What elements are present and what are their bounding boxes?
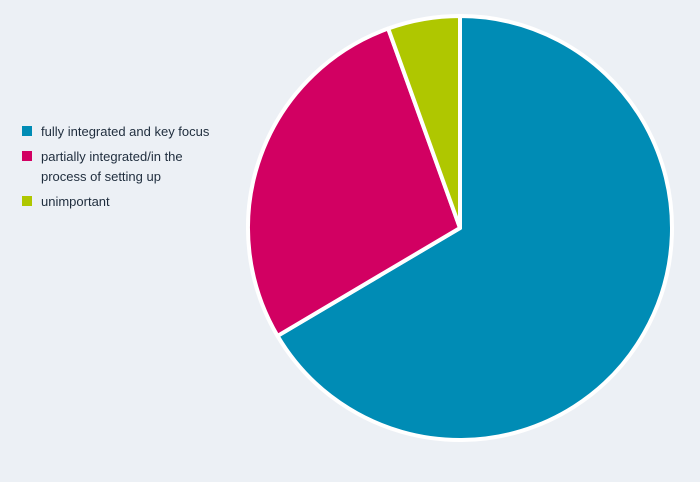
pie-slice-unimportant	[386, 14, 462, 230]
legend: fully integrated and key focus partially…	[22, 122, 222, 217]
legend-item-fully-integrated: fully integrated and key focus	[22, 122, 222, 142]
pie-slice-partially-integrated	[246, 26, 462, 338]
legend-label-unimportant: unimportant	[41, 194, 110, 209]
legend-swatch-fully-integrated	[22, 126, 32, 136]
pie-slice-fully-integrated	[275, 14, 674, 442]
legend-swatch-unimportant	[22, 196, 32, 206]
legend-label-partially-integrated: partially integrated/in the process of s…	[41, 149, 183, 184]
legend-label-fully-integrated: fully integrated and key focus	[41, 124, 210, 139]
legend-item-partially-integrated: partially integrated/in the process of s…	[22, 147, 222, 187]
legend-swatch-partially-integrated	[22, 151, 32, 161]
legend-item-unimportant: unimportant	[22, 192, 222, 212]
